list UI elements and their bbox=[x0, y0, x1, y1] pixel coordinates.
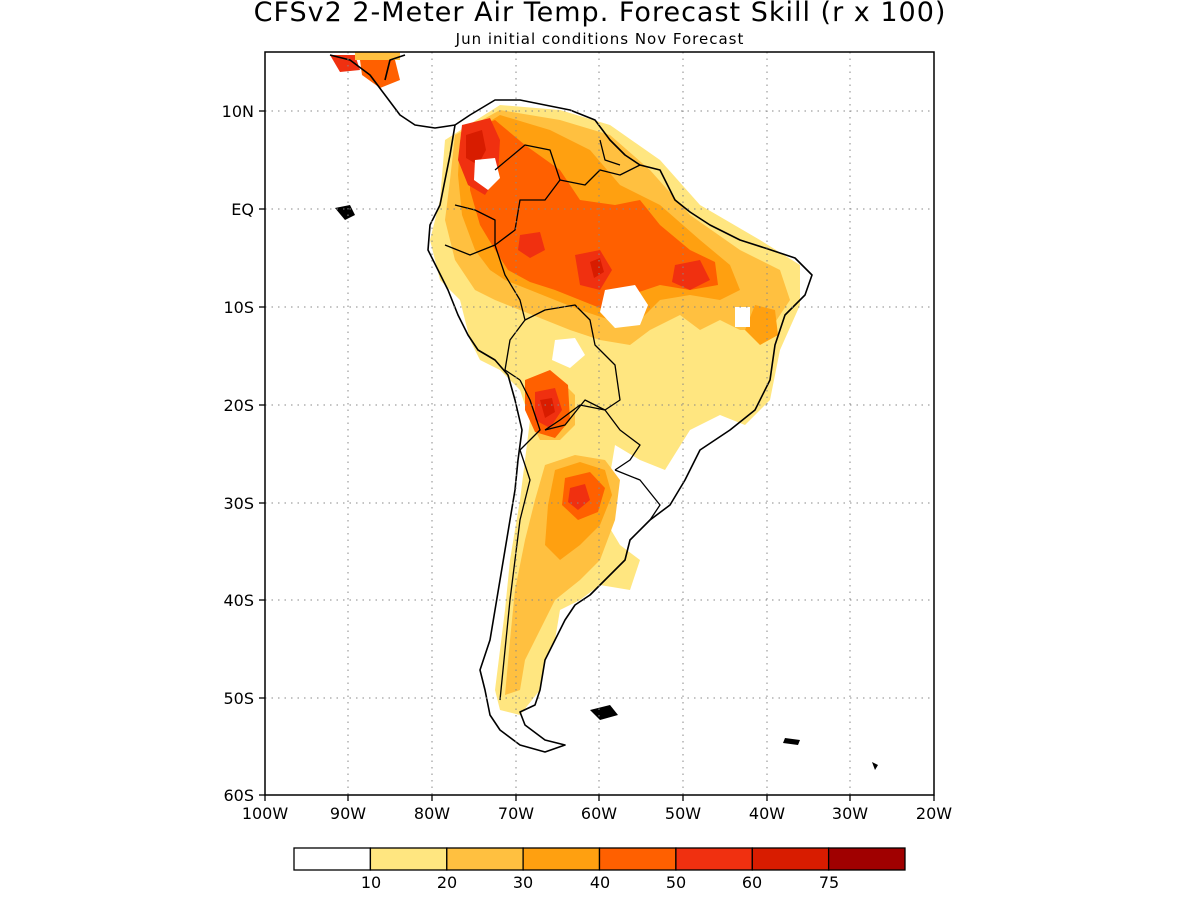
lat-label: 30S bbox=[223, 494, 254, 513]
coastline bbox=[329, 54, 813, 753]
lon-label: 40W bbox=[749, 804, 785, 823]
lon-label: 100W bbox=[242, 804, 289, 823]
color-legend bbox=[293, 847, 906, 871]
map-subtitle: Jun initial conditions Nov Forecast bbox=[455, 30, 745, 48]
lat-label: 60S bbox=[223, 786, 254, 805]
country-borders bbox=[444, 139, 661, 701]
lon-label: 30W bbox=[832, 804, 868, 823]
lat-label: EQ bbox=[231, 200, 254, 219]
legend-swatch bbox=[598, 847, 677, 871]
map-title: CFSv2 2-Meter Air Temp. Forecast Skill (… bbox=[253, 0, 947, 28]
lon-label: 90W bbox=[330, 804, 366, 823]
lon-label: 60W bbox=[581, 804, 617, 823]
lat-labels: 10N EQ 10S 20S 30S 40S 50S 60S bbox=[222, 102, 254, 805]
lon-label: 70W bbox=[498, 804, 534, 823]
lon-label: 20W bbox=[916, 804, 952, 823]
lon-label: 80W bbox=[414, 804, 450, 823]
lat-label: 10S bbox=[223, 298, 254, 317]
lon-label: 50W bbox=[665, 804, 701, 823]
legend-label: 40 bbox=[590, 873, 610, 892]
legend-label: 20 bbox=[437, 873, 457, 892]
gridlines bbox=[265, 52, 934, 795]
legend-label: 30 bbox=[513, 873, 533, 892]
lat-label: 20S bbox=[223, 396, 254, 415]
lat-label: 10N bbox=[222, 102, 254, 121]
lon-labels: 100W 90W 80W 70W 60W 50W 40W 30W 20W bbox=[242, 804, 952, 823]
legend-swatch bbox=[369, 847, 448, 871]
lat-label: 40S bbox=[223, 591, 254, 610]
lat-label: 50S bbox=[223, 689, 254, 708]
legend-swatch bbox=[751, 847, 830, 871]
legend-swatch bbox=[675, 847, 753, 871]
legend-labels: 10 20 30 40 50 60 75 bbox=[361, 873, 839, 892]
legend-label: 10 bbox=[361, 873, 381, 892]
legend-swatch bbox=[446, 847, 524, 871]
islands bbox=[335, 205, 878, 770]
legend-swatch bbox=[522, 847, 601, 871]
legend-label: 75 bbox=[819, 873, 839, 892]
legend-label: 60 bbox=[742, 873, 762, 892]
legend-swatch bbox=[827, 847, 906, 871]
legend-swatch bbox=[293, 847, 372, 871]
tick-marks bbox=[259, 110, 935, 801]
skill-shading bbox=[330, 52, 800, 715]
legend-label: 50 bbox=[666, 873, 686, 892]
